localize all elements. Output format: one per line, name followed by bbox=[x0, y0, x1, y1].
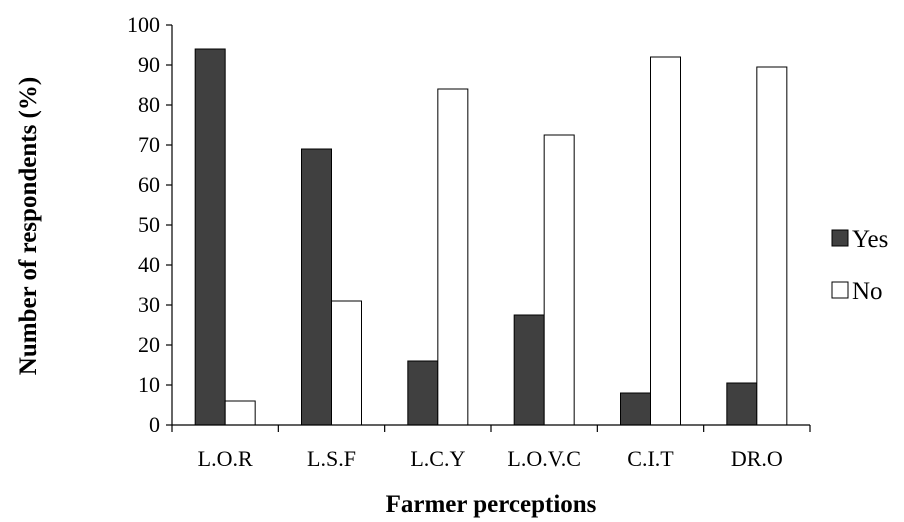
y-tick-label: 50 bbox=[138, 212, 160, 237]
y-tick-label: 40 bbox=[138, 252, 160, 277]
y-tick-label: 60 bbox=[138, 172, 160, 197]
y-axis-title: Number of respondents (%) bbox=[15, 77, 42, 375]
bar-yes-5 bbox=[620, 392, 651, 426]
legend: Yes No bbox=[831, 226, 888, 305]
y-tick-label: 90 bbox=[138, 52, 160, 77]
bar-no-3 bbox=[437, 88, 469, 426]
bar-yes-1 bbox=[194, 48, 226, 426]
bar-yes-4 bbox=[513, 314, 545, 426]
legend-label-yes: Yes bbox=[852, 226, 888, 253]
legend-label-no: No bbox=[852, 278, 883, 305]
bar-no-6 bbox=[756, 66, 788, 426]
bar-no-5 bbox=[650, 56, 681, 426]
bar-yes-6 bbox=[726, 382, 758, 426]
legend-swatch-no bbox=[831, 281, 849, 299]
y-tick-label: 10 bbox=[138, 372, 160, 397]
x-tick-label: L.S.F bbox=[307, 446, 356, 471]
x-axis-title: Farmer perceptions bbox=[386, 491, 597, 518]
x-tick-label: L.O.V.C bbox=[507, 446, 581, 471]
legend-swatch-yes bbox=[831, 229, 849, 247]
x-tick-label: DR.O bbox=[731, 446, 783, 471]
y-tick-label: 20 bbox=[138, 332, 160, 357]
plot-area: 0 10 20 30 40 50 60 70 80 90 100 L.O.R L.S.F L.C.Y L.O… bbox=[127, 12, 811, 471]
bar-yes-2 bbox=[301, 148, 332, 426]
bar-yes-3 bbox=[407, 360, 439, 426]
x-tick-label: C.I.T bbox=[627, 446, 674, 471]
y-tick-label: 100 bbox=[127, 12, 160, 37]
x-tick-label: L.C.Y bbox=[410, 446, 465, 471]
x-tick-label: L.O.R bbox=[198, 446, 253, 471]
y-tick-label: 0 bbox=[149, 412, 160, 437]
y-tick-label: 80 bbox=[138, 92, 160, 117]
y-tick-label: 70 bbox=[138, 132, 160, 157]
bar-no-4 bbox=[543, 134, 575, 426]
y-tick-label: 30 bbox=[138, 292, 160, 317]
bar-no-2 bbox=[331, 300, 362, 426]
bar-no-1 bbox=[224, 400, 256, 426]
